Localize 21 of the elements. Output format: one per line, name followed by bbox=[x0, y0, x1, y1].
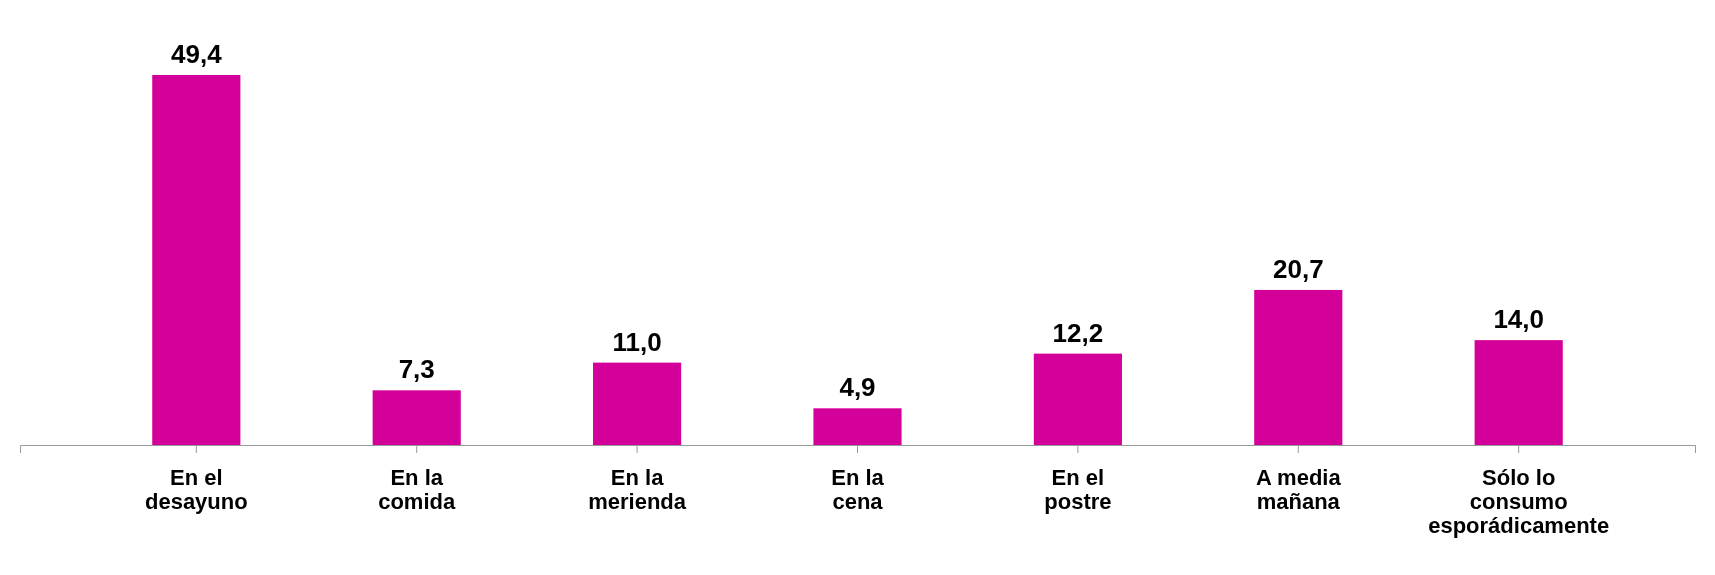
data-label: 4,9 bbox=[839, 372, 876, 403]
x-tick-label: En el desayuno bbox=[144, 465, 248, 515]
x-tick-label: En la cena bbox=[831, 465, 885, 515]
x-tick-label: En la comida bbox=[378, 465, 456, 515]
data-label: 11,0 bbox=[612, 326, 662, 357]
data-label: 12,2 bbox=[1052, 317, 1104, 348]
bar bbox=[813, 408, 902, 445]
data-label: 14,0 bbox=[1493, 304, 1544, 335]
x-tick-label: En la merienda bbox=[588, 465, 687, 515]
bar bbox=[372, 390, 461, 445]
x-tick-label: Sólo lo consumo esporádicamente bbox=[1428, 465, 1610, 539]
bar bbox=[1474, 340, 1563, 445]
data-label: 20,7 bbox=[1272, 253, 1324, 284]
data-label: 49,4 bbox=[171, 39, 223, 69]
x-tick-label: A media mañana bbox=[1255, 465, 1342, 515]
bar bbox=[1254, 289, 1343, 445]
bar bbox=[593, 362, 682, 445]
bar bbox=[1033, 353, 1122, 445]
bar bbox=[152, 75, 241, 445]
x-tick-label: En el postre bbox=[1044, 465, 1112, 515]
data-label: 7,3 bbox=[398, 354, 435, 385]
